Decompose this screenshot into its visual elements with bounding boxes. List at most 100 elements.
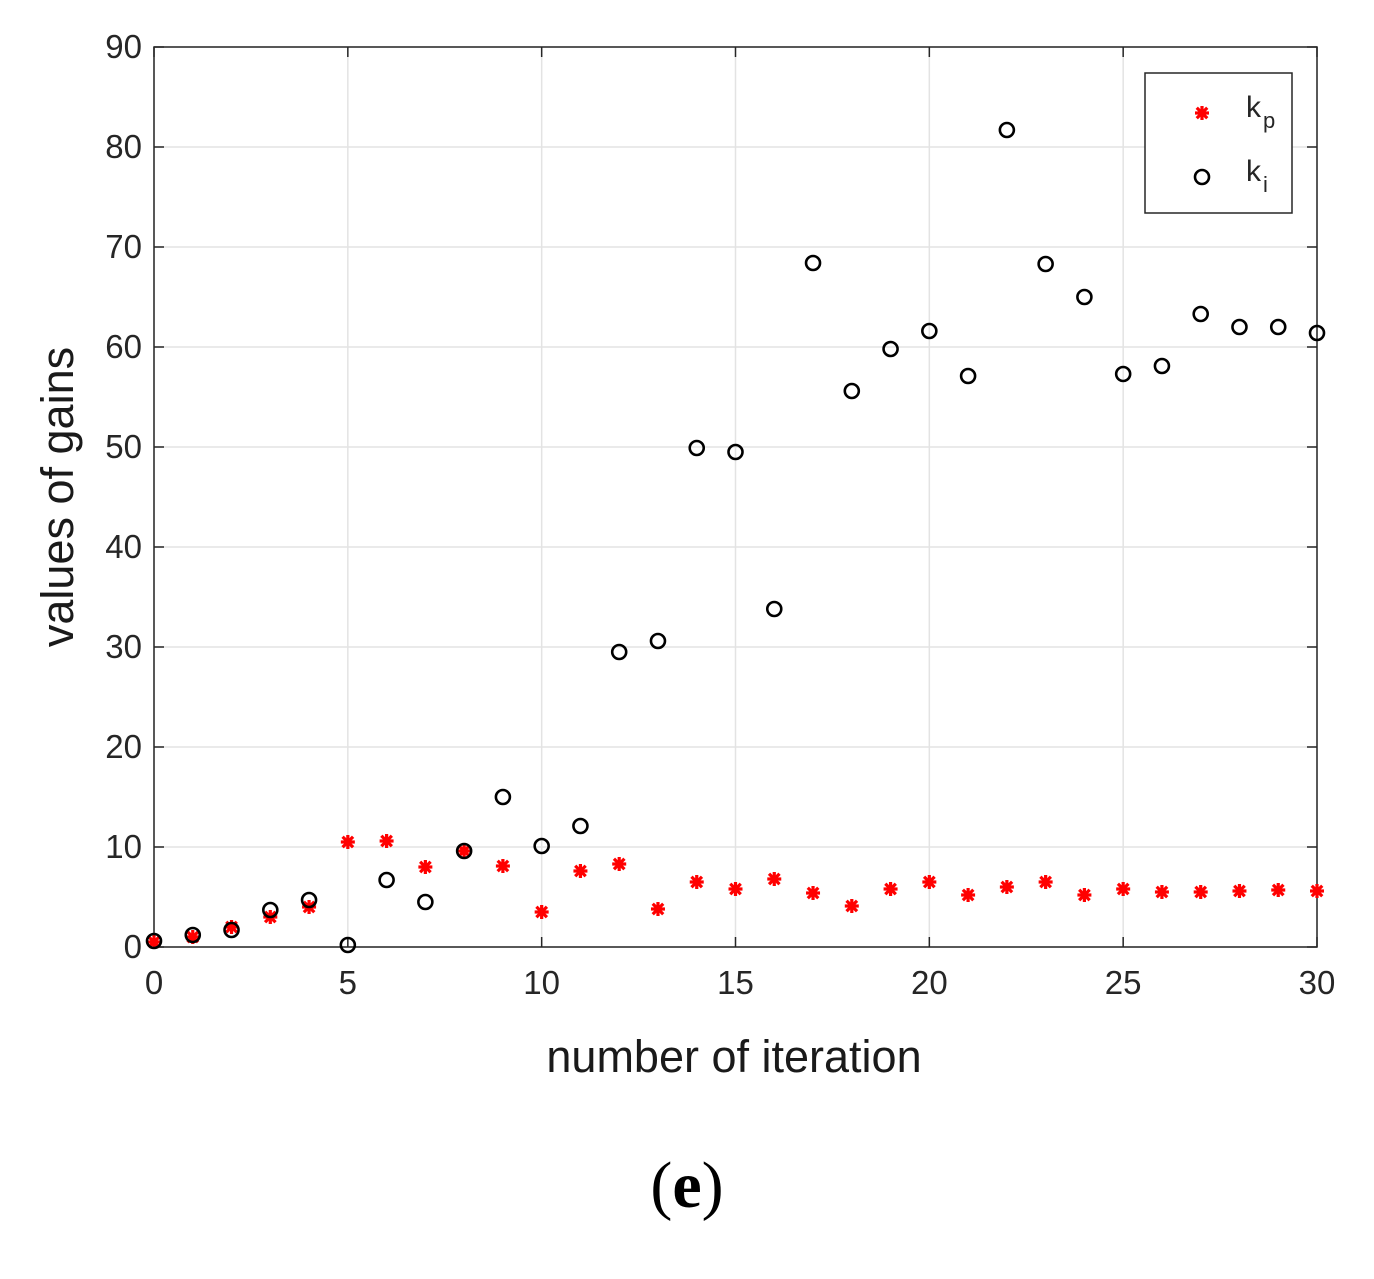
- x-tick-label: 20: [911, 964, 948, 1001]
- data-point-ki: [572, 817, 589, 835]
- data-point-ki: [1076, 288, 1093, 306]
- star-stroke: [729, 882, 742, 896]
- data-point-kp: [612, 857, 627, 871]
- data-point-kp: [767, 872, 782, 886]
- star-stroke: [651, 902, 665, 916]
- x-tick-label: 25: [1105, 964, 1142, 1001]
- series-kp: [147, 834, 1324, 949]
- y-tick-label: 90: [105, 28, 142, 65]
- star-stroke: [341, 835, 355, 849]
- data-point-ki: [184, 926, 202, 944]
- data-point-ki: [1114, 365, 1132, 383]
- star-stroke: [1233, 884, 1246, 898]
- data-point-ki: [688, 439, 706, 457]
- data-point-kp: [495, 859, 510, 873]
- star-stroke: [1155, 885, 1169, 899]
- data-point-kp: [689, 875, 704, 889]
- data-point-kp: [379, 834, 394, 848]
- star-stroke: [1078, 888, 1091, 902]
- data-point-ki: [455, 842, 473, 860]
- data-point-ki: [1037, 255, 1054, 273]
- data-point-kp: [1271, 883, 1286, 897]
- data-point-ki: [610, 643, 628, 661]
- data-point-ki: [882, 340, 899, 358]
- star-stroke: [806, 886, 820, 900]
- data-point-ki: [1153, 357, 1171, 375]
- star-stroke: [1116, 882, 1130, 896]
- star-stroke: [612, 857, 626, 871]
- data-point-ki: [843, 382, 861, 400]
- legend-marker-ki: [1193, 168, 1211, 186]
- data-marks: [145, 121, 1326, 954]
- data-point-ki: [998, 121, 1016, 139]
- data-point-ki: [1308, 324, 1326, 342]
- star-stroke: [380, 834, 393, 848]
- data-point-kp: [1038, 875, 1053, 889]
- y-tick-label: 50: [105, 428, 142, 465]
- data-point-kp: [418, 860, 433, 874]
- data-point-ki: [804, 254, 822, 272]
- data-point-ki: [339, 936, 357, 954]
- data-point-ki: [494, 788, 512, 806]
- y-tick-label: 10: [105, 828, 142, 865]
- data-point-ki: [300, 891, 318, 909]
- data-point-ki: [223, 921, 240, 939]
- data-point-kp: [1154, 885, 1169, 899]
- star-stroke: [845, 899, 859, 913]
- x-tick-label: 10: [523, 964, 560, 1001]
- data-point-kp: [1077, 888, 1092, 902]
- legend-marker-kp: [1195, 106, 1209, 120]
- data-point-kp: [1193, 885, 1208, 899]
- star-stroke: [1000, 880, 1014, 894]
- data-point-ki: [261, 901, 279, 919]
- star-stroke: [961, 888, 975, 902]
- data-point-kp: [1116, 882, 1131, 896]
- x-tick-label: 30: [1299, 964, 1336, 1001]
- data-point-kp: [728, 882, 743, 896]
- star-stroke: [767, 872, 781, 886]
- data-point-kp: [457, 844, 472, 858]
- data-point-kp: [650, 902, 665, 916]
- data-point-ki: [1231, 318, 1248, 336]
- legend-box: [1144, 72, 1293, 214]
- data-point-ki: [1269, 318, 1287, 336]
- data-point-ki: [649, 632, 667, 650]
- y-tick-label: 60: [105, 328, 142, 365]
- axis-ticks: 0 5 10 15 20 25 30 0 10 20 30 40 50 60 70 80 90: [105, 28, 1335, 1001]
- data-point-kp: [961, 888, 976, 902]
- data-point-ki: [378, 871, 395, 889]
- star-stroke: [147, 935, 161, 949]
- data-point-kp: [806, 886, 821, 900]
- x-tick-label: 5: [339, 964, 357, 1001]
- y-tick-label: 40: [105, 528, 142, 565]
- x-tick-label: 15: [717, 964, 754, 1001]
- star-stroke: [1310, 884, 1324, 898]
- data-point-ki: [1192, 305, 1209, 323]
- star-stroke: [1194, 885, 1208, 899]
- data-point-ki: [145, 932, 163, 950]
- panel-label: (e): [650, 1149, 724, 1222]
- data-point-ki: [417, 893, 434, 911]
- star-stroke: [574, 864, 587, 878]
- star-stroke: [418, 860, 432, 874]
- y-tick-label: 30: [105, 628, 142, 665]
- data-point-kp: [844, 899, 859, 913]
- star-stroke: [922, 875, 936, 889]
- data-point-kp: [1232, 884, 1247, 898]
- grid-lines: [153, 46, 1318, 948]
- star-stroke: [1271, 883, 1285, 897]
- data-point-kp: [340, 835, 355, 849]
- data-point-kp: [147, 935, 161, 949]
- y-tick-label: 0: [124, 928, 142, 965]
- star-stroke: [457, 844, 471, 858]
- data-point-kp: [573, 864, 588, 878]
- data-point-kp: [922, 875, 937, 889]
- data-point-kp: [883, 882, 898, 896]
- data-point-ki: [727, 443, 744, 461]
- data-point-ki: [959, 367, 977, 385]
- x-axis-label: number of iteration: [546, 1031, 921, 1082]
- data-point-ki: [533, 837, 550, 855]
- star-stroke: [1195, 106, 1209, 120]
